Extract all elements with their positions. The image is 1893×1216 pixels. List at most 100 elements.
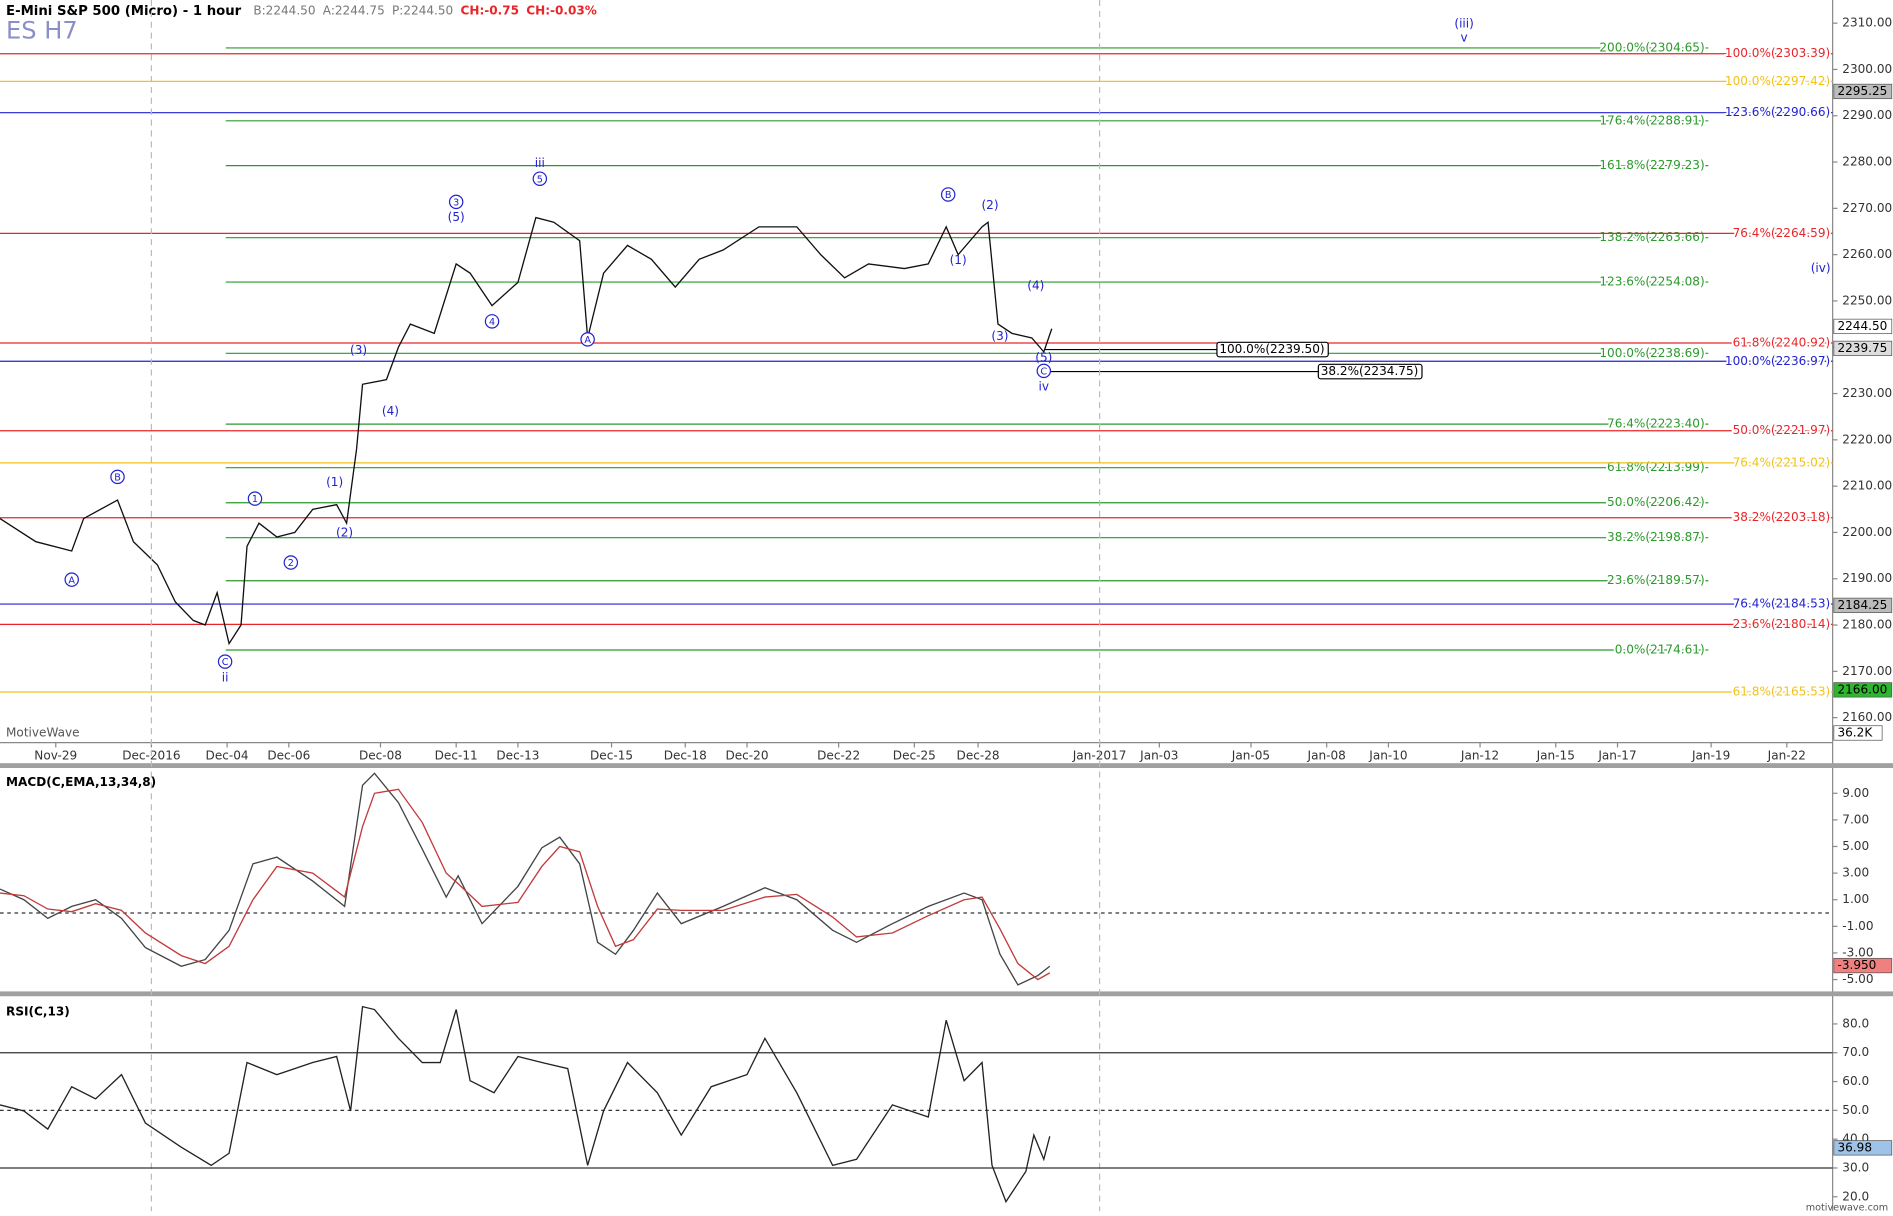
wave-label: (5) [1035,351,1052,365]
wave-circle [247,491,263,506]
y-tick-label: 2300.00 [1842,62,1892,76]
wave-label: iv [1039,380,1049,394]
level-box [1317,363,1423,380]
x-tick-label: Jan-10 [1368,748,1407,762]
level-label: 161.8%(2279.23) [1599,158,1704,172]
wave-circle [217,654,233,669]
wave-circle [484,314,500,329]
level-label: 76.4%(2184.53) [1733,597,1831,611]
y-tick-label: 2170.00 [1842,664,1892,678]
y-tick-label: 2180.00 [1842,618,1892,632]
price-marker [1833,957,1893,974]
level-label: 76.4%(2215.02) [1733,455,1831,469]
x-tick-label: Dec-28 [957,748,1000,762]
wave-label: (3) [991,329,1008,343]
price-marker-label: 2184.25 [1837,598,1887,612]
x-tick-label: Dec-11 [435,748,478,762]
level-box-label: 38.2%(2234.75) [1321,364,1419,378]
y-tick-label: 70.0 [1842,1045,1869,1059]
y-tick-label: 2270.00 [1842,201,1892,215]
series-line [0,772,1051,986]
y-tick-label: 3.00 [1842,866,1869,880]
x-tick-label: Dec-04 [206,748,249,762]
level-label: 100.0%(2297.42) [1725,74,1830,88]
price-marker [1833,318,1893,335]
y-tick-label: 1.00 [1842,892,1869,906]
level-label: 123.6%(2254.08) [1599,275,1704,289]
y-tick-label: 2190.00 [1842,571,1892,585]
quote-item: P:2244.50 [392,3,453,17]
level-label: 61.8%(2213.99) [1607,460,1705,474]
chart-title: RSI(C,13) [6,1004,70,1018]
wave-circle [940,187,956,202]
wave-label: (iv) [1811,261,1831,275]
x-tick-label: Dec-13 [496,748,539,762]
wave-label: (1) [326,475,343,489]
level-label: 23.6%(2189.57) [1607,573,1705,587]
level-box [1216,341,1329,358]
y-tick-label: 2250.00 [1842,293,1892,307]
level-label: 50.0%(2206.42) [1607,495,1705,509]
quote-item: CH:-0.75 [460,3,519,17]
panel: 200.0%(2304.65) 176.4%(2288.91) 161.8%(227… [0,16,1833,700]
level-label: 76.4%(2223.40) [1607,417,1705,431]
volume-marker [1833,725,1883,741]
level-label: 100.0%(2303.39) [1725,46,1830,60]
watermark: ES H7 [6,16,78,44]
quote-item: A:2244.75 [323,3,385,17]
level-label: 76.4%(2264.59) [1733,226,1831,240]
level-label: 61.8%(2240.92) [1733,335,1831,349]
y-tick-label: 2290.00 [1842,108,1892,122]
y-tick-label: 2310.00 [1842,16,1892,30]
y-tick-label: 50.0 [1842,1103,1869,1117]
x-tick-label: Jan-12 [1460,748,1499,762]
x-tick-label: Jan-17 [1597,748,1636,762]
x-tick-label: Jan-08 [1307,748,1346,762]
chart-title: MACD(C,EMA,13,34,8) [6,775,156,789]
y-tick-label: 80.0 [1842,1016,1869,1030]
y-tick-label: 2220.00 [1842,432,1892,446]
panel-separator [0,763,1893,768]
x-tick-label: Dec-06 [267,748,310,762]
y-tick-label: 2260.00 [1842,247,1892,261]
wave-label: v [1461,31,1468,45]
wave-label: (4) [1027,278,1044,292]
series-line [0,788,1051,981]
wave-label: C [1040,366,1047,377]
level-label: 50.0%(2221.97) [1733,423,1831,437]
wave-label: A [584,335,591,346]
x-tick-label: Dec-15 [590,748,633,762]
y-tick-label: -1.00 [1842,919,1873,933]
chart-title: E-Mini S&P 500 (Micro) - 1 hour [6,4,242,19]
wave-label: iii [535,156,545,170]
wave-label: ii [222,670,229,684]
price-marker-label: 36.98 [1837,1140,1872,1154]
site: motivewave.com [1806,1203,1888,1214]
price-marker [1833,682,1893,698]
panel [0,772,1833,986]
wave-circle [64,572,79,587]
series-line [0,216,1053,646]
wave-label: 3 [453,197,459,208]
x-tick-label: Dec-20 [725,748,768,762]
x-tick-label: Jan-05 [1231,748,1270,762]
level-label: 138.2%(2263.66) [1599,230,1704,244]
price-marker-label: 2244.50 [1837,319,1887,333]
level-label: 61.8%(2165.53) [1733,685,1831,699]
wave-label: (3) [350,343,367,357]
y-tick-label: -5.00 [1842,972,1873,986]
wave-label: 2 [288,558,294,569]
x-tick-label: Nov-29 [34,748,77,762]
y-tick-label: 2210.00 [1842,479,1892,493]
wave-label: (4) [382,404,399,418]
brand: MotiveWave [6,725,80,739]
wave-label: C [222,657,229,668]
price-marker-label: -3.950 [1837,958,1876,972]
price-marker [1833,340,1893,357]
panel [0,1005,1833,1204]
x-tick-label: Jan-15 [1536,748,1575,762]
wave-label: 4 [489,317,495,328]
